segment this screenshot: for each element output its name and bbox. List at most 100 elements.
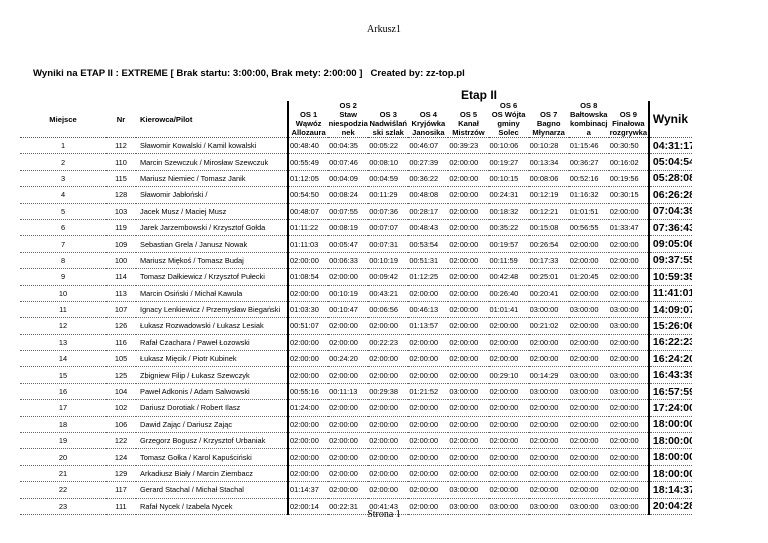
cell-os-5: 02:00:00: [448, 366, 489, 384]
header-line: OS 1: [299, 110, 318, 119]
cell-os-8: 00:36:27: [568, 153, 609, 171]
cell-os-7: 02:00:00: [528, 432, 569, 450]
cell-nr: 106: [106, 416, 137, 434]
cell-os-3: 02:00:00: [368, 399, 409, 417]
stage-label: Etap II: [460, 88, 497, 102]
cell-os-4: 02:00:00: [408, 498, 449, 515]
cell-place: 18: [20, 416, 107, 434]
cell-crew: Łukasz Rozwadowski / Łukasz Lesiak: [136, 317, 289, 335]
cell-os-7: 00:14:29: [528, 366, 569, 384]
header-line: Staw: [339, 110, 358, 119]
cell-os-4: 00:48:08: [408, 186, 449, 204]
header-line: OS 9: [619, 110, 637, 119]
cell-os-9: 00:19:56: [608, 170, 649, 188]
header-line: Kanał: [458, 119, 479, 128]
cell-os-6: 03:00:00: [488, 498, 529, 515]
cell-place: 16: [20, 383, 107, 401]
cell-os-1: 00:48:40: [287, 137, 329, 155]
cell-os-8: 01:15:46: [568, 137, 609, 155]
cell-os-3: 02:00:00: [368, 416, 409, 434]
cell-os-2: 02:00:00: [328, 416, 369, 434]
cell-os-3: 00:41:43: [368, 498, 409, 515]
cell-result: 07:04:39: [647, 203, 692, 220]
cell-crew: Ignacy Lenkiewicz / Przemysław Biegański: [136, 301, 289, 319]
table-row: 15 125 Zbigniew Filip / Łukasz Szewczyk 02:…: [20, 366, 692, 384]
cell-os-2: 00:08:24: [328, 186, 369, 204]
cell-os-9: 00:16:02: [608, 153, 649, 171]
cell-os-6: 00:19:27: [488, 153, 529, 171]
cell-os-4: 00:46:07: [408, 137, 449, 155]
cell-os-5: 00:39:23: [448, 137, 489, 155]
cell-os-9: 02:00:00: [608, 465, 649, 483]
cell-os-9: 03:00:00: [608, 366, 649, 384]
cell-crew: Grzegorz Bogusz / Krzysztof Urbaniak: [136, 432, 289, 450]
cell-os-4: 01:21:52: [408, 383, 449, 401]
cell-os-4: 02:00:00: [408, 334, 449, 352]
cell-nr: 112: [106, 137, 137, 155]
cell-place: 20: [20, 448, 107, 466]
cell-result: 14:09:07: [647, 301, 692, 319]
cell-place: 12: [20, 317, 107, 335]
cell-os-2: 00:04:35: [328, 137, 369, 155]
cell-os-9: 02:00:00: [608, 235, 649, 253]
cell-crew: Rafał Nycek / Izabela Nycek: [136, 498, 289, 515]
header-result: Wynik: [647, 101, 692, 138]
cell-os-9: 03:00:00: [608, 498, 649, 515]
header-os-6: OS 6 OS Wójta gminy Solec: [488, 101, 529, 138]
cell-os-7: 00:21:02: [528, 317, 569, 335]
cell-os-8: 02:00:00: [568, 285, 609, 302]
cell-result: 18:00:00: [647, 448, 692, 466]
cell-os-1: 02:00:00: [287, 432, 329, 450]
table-row: 14 105 Łukasz Mięcik / Piotr Kubinek 02:00:…: [20, 350, 692, 368]
cell-result: 15:26:06: [647, 317, 692, 335]
cell-crew: Sebastian Grela / Janusz Nowak: [136, 235, 289, 253]
header-line: OS 6: [499, 101, 518, 110]
header-line: ski szlak: [372, 128, 404, 137]
cell-os-1: 01:08:54: [287, 268, 329, 286]
table-row: 16 104 Paweł Adkonis / Adam Salwowski 00:55…: [20, 383, 692, 401]
cell-place: 23: [20, 498, 107, 515]
cell-os-2: 02:00:00: [328, 366, 369, 384]
cell-os-3: 00:43:21: [368, 285, 409, 302]
cell-place: 7: [20, 235, 107, 253]
cell-place: 2: [20, 153, 107, 171]
header-line: Janosika: [412, 128, 445, 137]
cell-os-6: 00:18:32: [488, 203, 529, 220]
table-row: 1 112 Sławomir Kowalski / Kamil kowalski 00…: [20, 137, 692, 155]
cell-os-6: 00:42:48: [488, 268, 529, 286]
cell-os-1: 02:00:14: [287, 498, 329, 515]
cell-os-4: 02:00:00: [408, 285, 449, 302]
cell-os-7: 00:13:34: [528, 153, 569, 171]
cell-os-5: 02:00:00: [448, 399, 489, 417]
cell-os-6: 02:00:00: [488, 383, 529, 401]
cell-os-1: 02:00:00: [287, 285, 329, 302]
cell-os-3: 00:29:38: [368, 383, 409, 401]
cell-result: 20:04:28: [647, 498, 692, 515]
cell-nr: 129: [106, 465, 137, 483]
cell-os-1: 00:51:07: [287, 317, 329, 335]
cell-os-2: 00:05:47: [328, 235, 369, 253]
cell-os-5: 02:00:00: [448, 350, 489, 368]
cell-os-8: 00:56:55: [568, 219, 609, 237]
cell-crew: Jacek Musz / Maciej Musz: [136, 203, 289, 220]
cell-os-5: 02:00:00: [448, 285, 489, 302]
cell-os-4: 02:00:00: [408, 350, 449, 368]
header-line: OS 5: [459, 110, 478, 119]
cell-os-1: 01:11:03: [287, 235, 329, 253]
cell-os-9: 00:30:50: [608, 137, 649, 155]
cell-os-7: 03:00:00: [528, 498, 569, 515]
cell-nr: 122: [106, 432, 137, 450]
header-line: Allozaura: [291, 128, 326, 137]
cell-crew: Dawid Zając / Dariusz Zając: [136, 416, 289, 434]
cell-os-5: 02:00:00: [448, 153, 489, 171]
cell-nr: 107: [106, 301, 137, 319]
cell-os-4: 00:28:17: [408, 203, 449, 220]
table-row: 8 100 Mariusz Miękoś / Tomasz Budaj 02:00:0…: [20, 252, 692, 270]
cell-os-8: 02:00:00: [568, 416, 609, 434]
cell-os-8: 03:00:00: [568, 366, 609, 384]
cell-nr: 128: [106, 186, 137, 204]
cell-os-6: 02:00:00: [488, 399, 529, 417]
cell-os-3: 00:07:36: [368, 203, 409, 220]
cell-result: 16:24:20: [647, 350, 692, 368]
cell-result: 18:14:37: [647, 481, 692, 499]
